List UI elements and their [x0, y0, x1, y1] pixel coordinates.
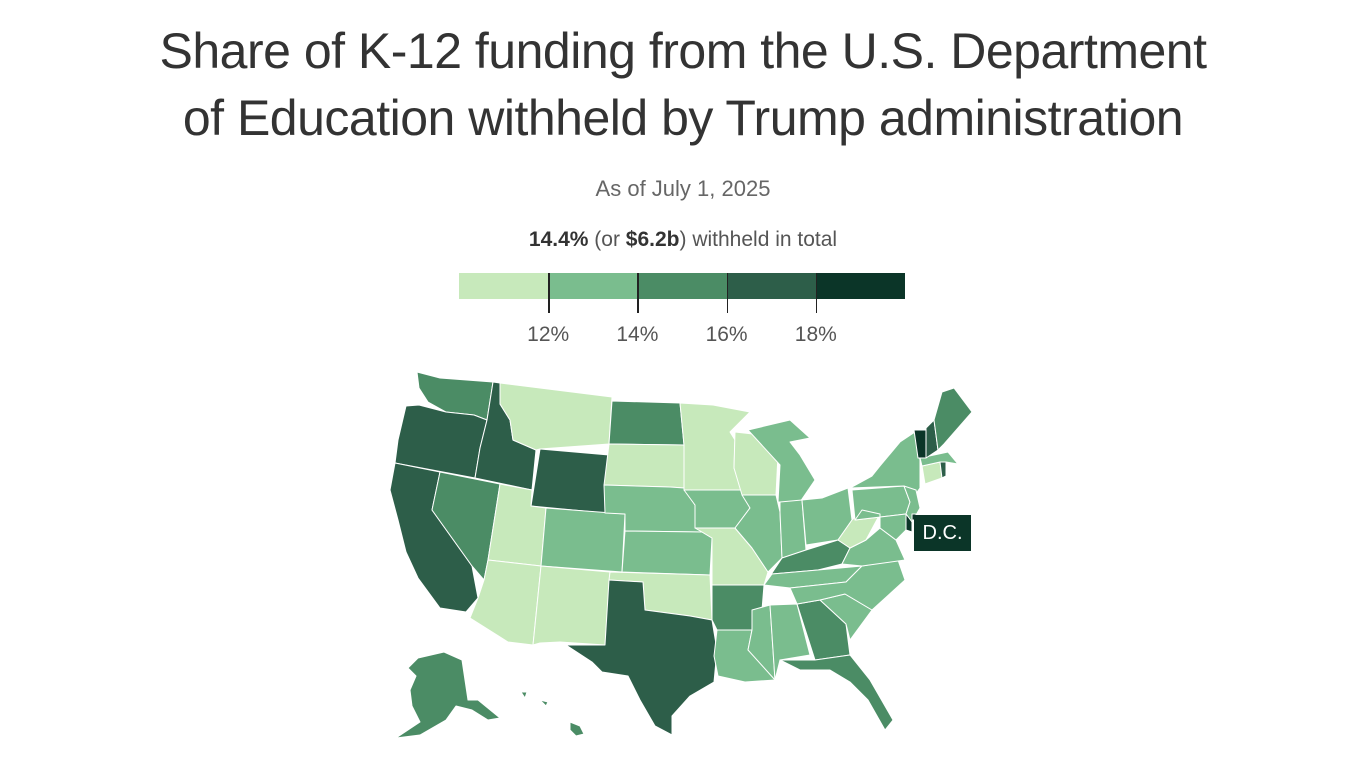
total-annotation: 14.4% (or $6.2b) withheld in total: [0, 228, 1366, 252]
state-hi: [569, 721, 585, 737]
state-nd: [608, 400, 685, 446]
legend-bin-2: [637, 273, 727, 299]
legend-tick-label: 18%: [794, 323, 837, 346]
state-hi: [520, 691, 528, 699]
state-sd: [603, 443, 685, 489]
state-fl: [779, 654, 894, 731]
state-ms: [747, 604, 776, 681]
state-al: [769, 603, 811, 681]
state-in: [779, 499, 807, 559]
total-mid1: (or: [588, 228, 626, 251]
color-legend: 12% 14% 16% 18%: [459, 273, 906, 353]
state-ak: [395, 651, 501, 739]
total-amount: $6.2b: [625, 228, 680, 251]
legend-bin-0: [459, 273, 549, 299]
state-md: [854, 509, 907, 541]
legend-tick-label: 16%: [705, 323, 748, 346]
state-co: [540, 507, 626, 573]
state-hi: [539, 699, 549, 707]
state-wy: [530, 448, 610, 514]
chart-title: Share of K-12 funding from the U.S. Depa…: [0, 18, 1366, 152]
state-tx: [565, 579, 718, 736]
state-ks: [621, 530, 713, 576]
total-pct: 14.4%: [528, 228, 589, 251]
legend-tick: [548, 273, 550, 313]
dc-callout-label: D.C.: [914, 515, 971, 551]
state-nm: [532, 565, 611, 646]
legend-bin-3: [726, 273, 816, 299]
state-me: [933, 387, 973, 451]
state-mi: [747, 419, 816, 503]
state-mt: [499, 382, 613, 451]
legend-bins: [459, 273, 906, 299]
state-nc: [789, 559, 906, 611]
legend-tick: [815, 273, 818, 313]
legend-bin-1: [548, 273, 638, 299]
chart-subtitle: As of July 1, 2025: [595, 176, 771, 201]
state-il: [734, 494, 783, 573]
title-line-1: Share of K-12 funding from the U.S. Depa…: [159, 23, 1208, 79]
legend-tick: [726, 273, 729, 313]
total-mid2: ) withheld in total: [679, 228, 838, 251]
legend-tick-label: 14%: [616, 323, 659, 346]
title-line-2: of Education withheld by Trump administr…: [182, 90, 1184, 146]
state-ma: [919, 451, 959, 467]
legend-tick-label: 12%: [527, 323, 570, 346]
legend-tick: [637, 273, 639, 313]
legend-bin-4: [815, 273, 906, 299]
